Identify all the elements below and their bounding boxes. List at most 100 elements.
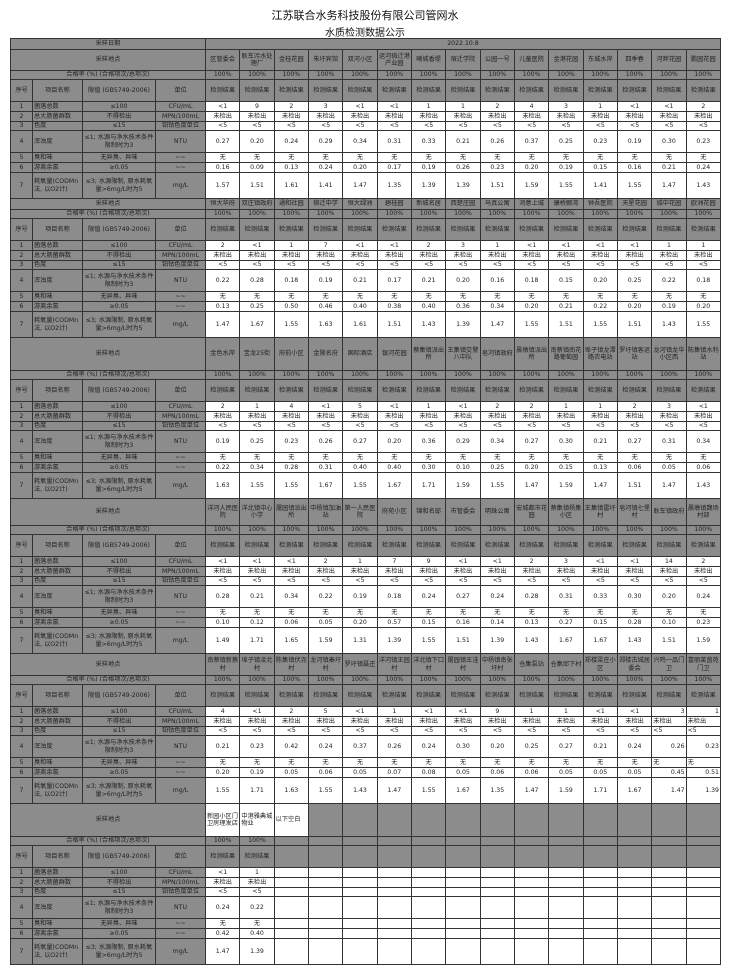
result-cell: 1.59	[548, 777, 584, 804]
table-row: 1 菌落总数 ≤100 CFU/mL 2 1 4 <1 5 <1 1 <1 2 2 1 1 2 3 <1	[10, 401, 721, 412]
result-cell: 1.47	[376, 777, 412, 804]
pass-rate-row: 合格率 (%) (合格项次/总项次) 100% 100% 100% 100% 100% 10…	[10, 370, 721, 380]
location-name: 康桥郦湾	[548, 198, 584, 210]
result-cell: 未检出	[410, 250, 447, 261]
pass-rate-value: 100%	[616, 209, 653, 219]
location-name: 城中花园	[651, 198, 687, 210]
table-row: 4 浑浊度 ≤1; 水源与净水技术条件限制时为3 NTU 0.19 0.25 0.23 0.2…	[10, 430, 721, 453]
result-cell: 无	[548, 452, 584, 463]
column-header-row: 序号 项目名称 限值 (GB5749-2006) 单位 检测结果 检测结果	[10, 845, 721, 868]
pass-rate-value: 100%	[239, 70, 275, 80]
table-row: 1 菌落总数 ≤100 CFU/mL <1 1	[10, 867, 721, 878]
item-unit: ~~	[155, 162, 206, 173]
result-cell: 无	[239, 918, 275, 929]
pass-rate-value: 100%	[685, 209, 721, 219]
result-cell: 0.15	[410, 617, 447, 628]
pass-rate-value: 100%	[342, 70, 378, 80]
result-header: 检测结果	[376, 684, 412, 707]
result-cell: 0.34	[685, 430, 721, 453]
result-cell: 无	[307, 291, 344, 302]
result-header: 检测结果	[445, 79, 481, 102]
result-cell: 无	[445, 757, 481, 768]
result-header: 检测结果	[239, 379, 275, 402]
result-cell: 未检出	[239, 716, 275, 727]
result-cell: 1.61	[273, 172, 309, 199]
result-cell: 0.40	[239, 928, 275, 939]
pass-rate-value: 100%	[307, 370, 344, 380]
result-cell: 0.31	[307, 462, 344, 473]
result-cell: 无	[616, 452, 653, 463]
table-row: 3 色度 ≤15 铂钴色度单位 <5 <5	[10, 887, 721, 897]
result-cell: 1	[239, 867, 275, 878]
result-header: 检测结果	[204, 845, 241, 868]
result-cell	[479, 938, 515, 965]
result-cell: <1	[582, 706, 618, 717]
result-cell: <5	[479, 421, 515, 431]
item-no: 4	[10, 896, 33, 919]
pass-rate-value: 100%	[410, 209, 447, 219]
result-header: 检测结果	[548, 79, 584, 102]
location-name: 耿车镇政府	[651, 498, 687, 526]
result-cell: 0.30	[651, 130, 687, 153]
result-cell: 0.25	[239, 301, 275, 312]
pass-rate-value: 100%	[479, 675, 515, 685]
result-cell: <5	[479, 260, 515, 270]
result-cell: 0.13	[582, 462, 618, 473]
pass-rate-value: 100%	[651, 70, 687, 80]
result-cell: 0.28	[204, 585, 241, 608]
location-name: 明珠公寓	[479, 498, 515, 526]
result-cell: 未检出	[479, 250, 515, 261]
result-cell: 0.21	[342, 269, 378, 292]
result-header: 检测结果	[616, 684, 653, 707]
item-no: 4	[10, 130, 33, 153]
result-header: 检测结果	[342, 534, 378, 557]
result-cell: 1.39	[239, 938, 275, 965]
result-cell: 0.05	[273, 767, 309, 778]
item-no: 4	[10, 735, 33, 758]
unit-header: 单位	[155, 684, 206, 707]
result-cell: 2	[204, 401, 241, 412]
result-cell: 0.19	[616, 130, 653, 153]
result-cell: <1	[239, 556, 275, 567]
pass-rate-value: 100%	[376, 70, 412, 80]
result-cell: 0.22	[651, 269, 687, 292]
result-cell: 0.26	[376, 735, 412, 758]
location-name: 晨墩镇魏场村部	[685, 498, 721, 526]
result-cell: <1	[445, 706, 481, 717]
pass-rate-value	[376, 836, 412, 846]
item-unit: ~~	[155, 918, 206, 929]
item-unit: ~~	[155, 452, 206, 463]
sample-location-label: 采样地点	[10, 49, 206, 71]
result-cell: 无	[685, 757, 721, 768]
result-cell	[307, 867, 344, 878]
item-limit: ≤3; 水源限制, 原水耗氧量>6mg/L时为5	[82, 627, 156, 654]
result-cell: <1	[376, 401, 412, 412]
result-cell	[376, 867, 412, 878]
result-cell: 0.18	[513, 269, 550, 292]
item-name: 菌落总数	[32, 706, 83, 717]
item-unit: MPN/100mL	[155, 411, 206, 422]
result-cell	[616, 938, 653, 965]
sample-location-label: 采样地点	[10, 803, 206, 837]
result-cell: 0.26	[307, 430, 344, 453]
location-name: 中杨镇南张圩村	[479, 653, 515, 676]
result-cell	[513, 896, 550, 919]
result-cell: 0.29	[307, 130, 344, 153]
result-header: 检测结果	[239, 684, 275, 707]
result-cell: 1	[342, 556, 378, 567]
table-row: 7 耗氧量(CODMn法, 以O2计) ≤3; 水源限制, 原水耗氧量>6mg/L时…	[10, 472, 721, 499]
result-cell: 0.36	[410, 430, 447, 453]
result-cell: 1.39	[445, 311, 481, 338]
result-cell: 3	[651, 401, 687, 412]
result-cell: 0.24	[204, 896, 241, 919]
result-cell: <1	[204, 867, 241, 878]
result-cell: 无	[685, 452, 721, 463]
result-cell: 无	[342, 452, 378, 463]
result-cell: 1.55	[548, 172, 584, 199]
item-name: 浑浊度	[32, 430, 83, 453]
result-cell	[479, 918, 515, 929]
table-row: 6 游离余氯 ≥0.05 ~~ 0.22 0.34 0.28 0.31 0.40 0.40 0.30…	[10, 462, 721, 473]
item-limit: ≥0.05	[82, 617, 156, 628]
pass-rate-value: 100%	[445, 209, 481, 219]
item-unit: ~~	[155, 152, 206, 163]
